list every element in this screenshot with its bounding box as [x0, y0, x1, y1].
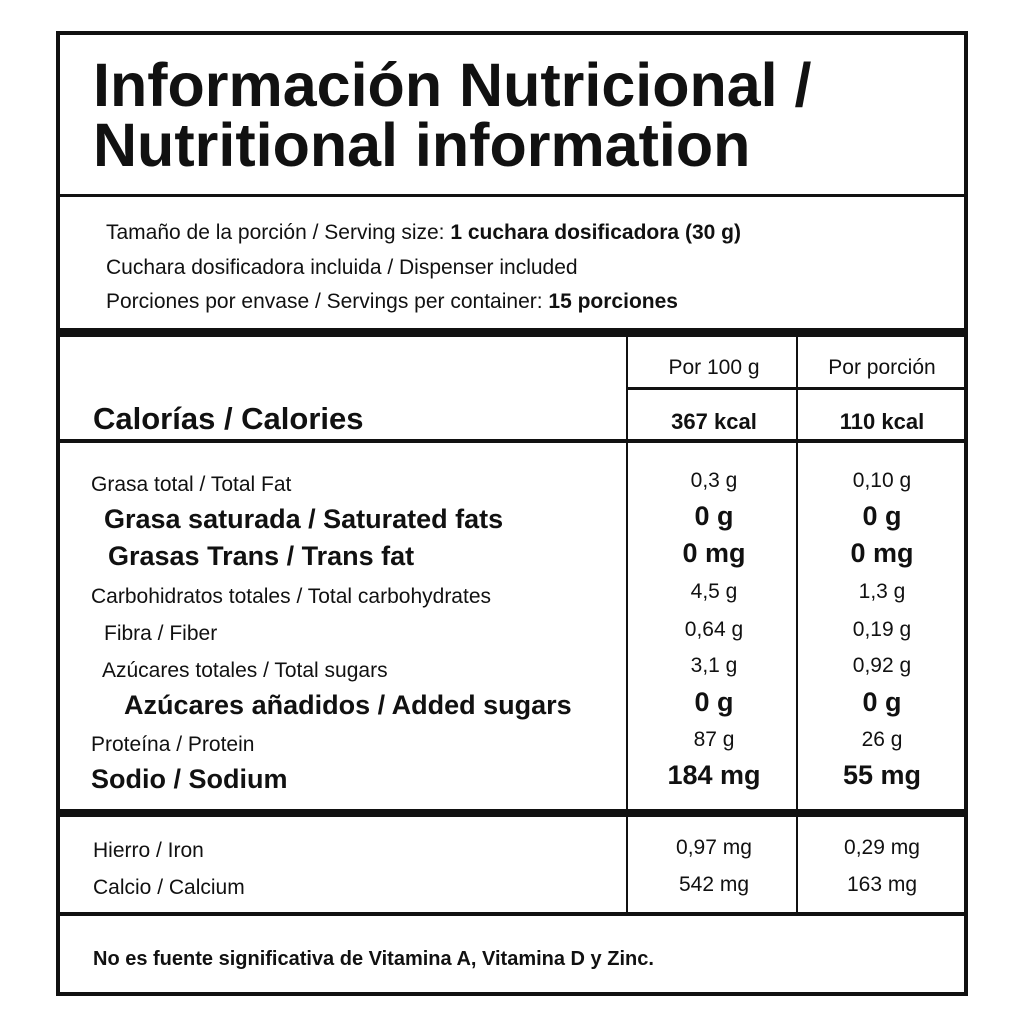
- nutrient-perserving: 0,10 g: [852, 469, 912, 492]
- servings-per-container: Porciones por envase / Servings per cont…: [106, 290, 678, 314]
- nutrient-perserving: 0 g: [862, 687, 902, 717]
- mineral-label: Calcio / Calcium: [93, 876, 245, 899]
- mineral-perserving: 163 mg: [846, 873, 918, 896]
- serving-size-label: Tamaño de la porción / Serving size:: [106, 221, 451, 244]
- divider-nutrients: [60, 809, 964, 817]
- label-title: Información Nutricional / Nutritional in…: [93, 51, 812, 179]
- serving-size: Tamaño de la porción / Serving size: 1 c…: [106, 221, 741, 245]
- nutrient-label: Fibra / Fiber: [104, 622, 218, 645]
- footnote: No es fuente significativa de Vitamina A…: [93, 948, 654, 970]
- nutrient-perserving: 26 g: [861, 728, 903, 751]
- mineral-per100: 542 mg: [678, 873, 750, 896]
- nutrient-per100: 87 g: [693, 728, 735, 751]
- nutrient-label: Carbohidratos totales / Total carbohydra…: [91, 585, 492, 608]
- nutrient-label: Grasas Trans / Trans fat: [108, 541, 415, 571]
- nutrition-label: Información Nutricional / Nutritional in…: [56, 31, 968, 996]
- nutrient-perserving: 55 mg: [842, 760, 922, 790]
- nutrient-label: Azúcares añadidos / Added sugars: [124, 690, 572, 720]
- calories-perserving: 110 kcal: [839, 409, 925, 434]
- mineral-label: Hierro / Iron: [93, 839, 204, 862]
- nutrient-per100: 3,1 g: [690, 654, 738, 677]
- calories-per100: 367 kcal: [671, 409, 757, 434]
- nutrient-per100: 184 mg: [667, 760, 761, 790]
- column-divider-1: [626, 337, 628, 916]
- nutrient-perserving: 0,92 g: [852, 654, 912, 677]
- nutrient-per100: 0 mg: [682, 538, 746, 568]
- nutrient-label: Proteína / Protein: [91, 733, 255, 756]
- nutrient-per100: 0,3 g: [690, 469, 738, 492]
- nutrient-per100: 0 g: [694, 687, 734, 717]
- nutrient-label: Azúcares totales / Total sugars: [102, 659, 388, 682]
- nutrient-per100: 0 g: [694, 501, 734, 531]
- divider-serving: [60, 328, 964, 337]
- nutrient-perserving: 0,19 g: [852, 618, 912, 641]
- divider-title: [60, 194, 964, 197]
- column-header-divider: [626, 387, 968, 390]
- serving-size-value: 1 cuchara dosificadora (30 g): [450, 221, 741, 244]
- calories-label: Calorías / Calories: [93, 401, 364, 436]
- divider-calories: [60, 439, 964, 443]
- nutrient-per100: 0,64 g: [684, 618, 744, 641]
- mineral-perserving: 0,29 mg: [844, 836, 920, 859]
- mineral-per100: 0,97 mg: [676, 836, 752, 859]
- servings-label: Porciones por envase / Servings per cont…: [106, 290, 549, 313]
- servings-value: 15 porciones: [548, 290, 678, 313]
- nutrient-per100: 4,5 g: [690, 580, 738, 603]
- nutrient-perserving: 0 mg: [850, 538, 914, 568]
- nutrient-label: Grasa total / Total Fat: [91, 473, 292, 496]
- column-divider-2: [796, 337, 798, 916]
- nutrient-perserving: 1,3 g: [858, 580, 906, 603]
- column-header-per100: Por 100 g: [668, 356, 760, 379]
- dispenser-note: Cuchara dosificadora incluida / Dispense…: [106, 256, 578, 279]
- title-line-2: Nutritional information: [93, 111, 751, 179]
- nutrient-perserving: 0 g: [862, 501, 902, 531]
- title-line-1: Información Nutricional /: [93, 51, 812, 119]
- nutrient-label: Grasa saturada / Saturated fats: [104, 504, 504, 534]
- divider-minerals: [60, 912, 964, 916]
- column-header-perserving: Por porción: [828, 356, 936, 379]
- nutrient-label: Sodio / Sodium: [91, 764, 288, 794]
